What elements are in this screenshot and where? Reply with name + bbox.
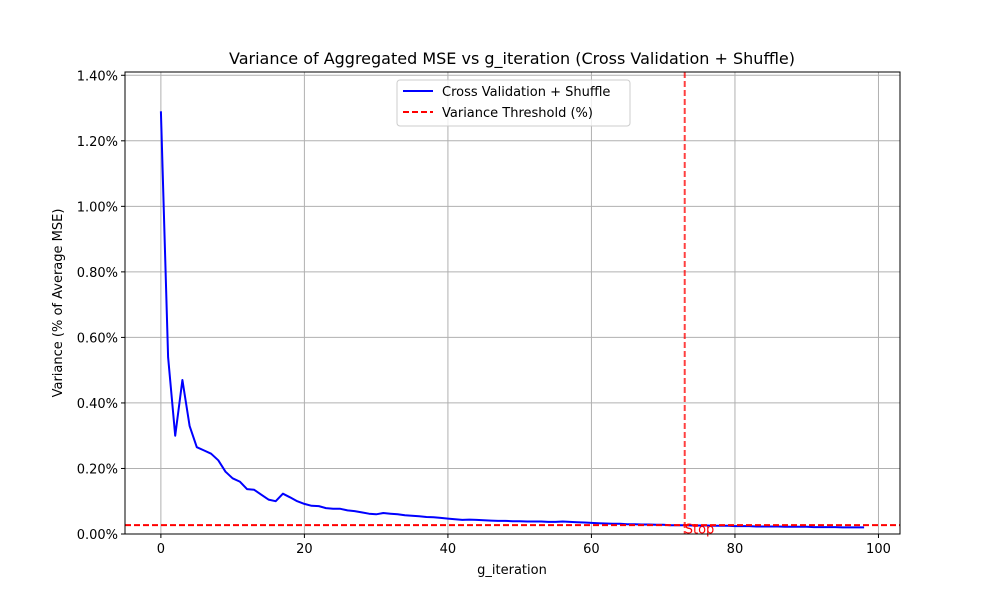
y-tick-label: 0.80% — [77, 266, 118, 281]
x-tick-label: 40 — [440, 542, 457, 557]
grid — [125, 72, 900, 535]
x-tick-label: 100 — [866, 542, 891, 557]
y-tick-label: 1.00% — [77, 200, 118, 215]
series-line-cross-validation — [159, 111, 865, 529]
x-axis-label: g_iteration — [477, 563, 547, 578]
y-tick-label: 1.20% — [77, 135, 118, 150]
x-tick-label: 20 — [296, 542, 313, 557]
plot-frame — [124, 71, 901, 535]
legend-box — [396, 79, 631, 127]
y-tick-label: 0.00% — [77, 528, 118, 543]
x-tick-label: 60 — [583, 542, 600, 557]
chart-title: Variance of Aggregated MSE vs g_iteratio… — [229, 49, 795, 69]
plot-area: Stop — [125, 72, 900, 537]
x-tick-label: 80 — [727, 542, 744, 557]
y-tick-label: 0.20% — [77, 462, 118, 477]
y-tick-label: 0.60% — [77, 331, 118, 346]
y-tick-label: 1.40% — [77, 69, 118, 84]
axis-ticks: 0 20 40 60 80 100 0.00% 0.20% 0.40% 0.60% 0.80% 1.0… — [77, 69, 891, 557]
x-tick-label: 0 — [157, 542, 165, 557]
legend-label-series: Cross Validation + Shuffle — [442, 85, 610, 100]
y-axis-label: Variance (% of Average MSE) — [51, 209, 66, 398]
legend-label-threshold: Variance Threshold (%) — [442, 106, 593, 121]
stop-annotation: Stop — [685, 522, 715, 537]
y-tick-label: 0.40% — [77, 397, 118, 412]
legend: Cross Validation + Shuffle Variance Thre… — [396, 79, 631, 127]
